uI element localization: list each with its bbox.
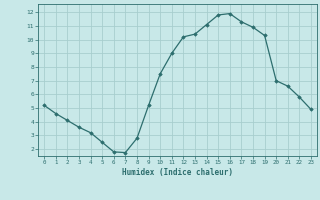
X-axis label: Humidex (Indice chaleur): Humidex (Indice chaleur) xyxy=(122,168,233,177)
